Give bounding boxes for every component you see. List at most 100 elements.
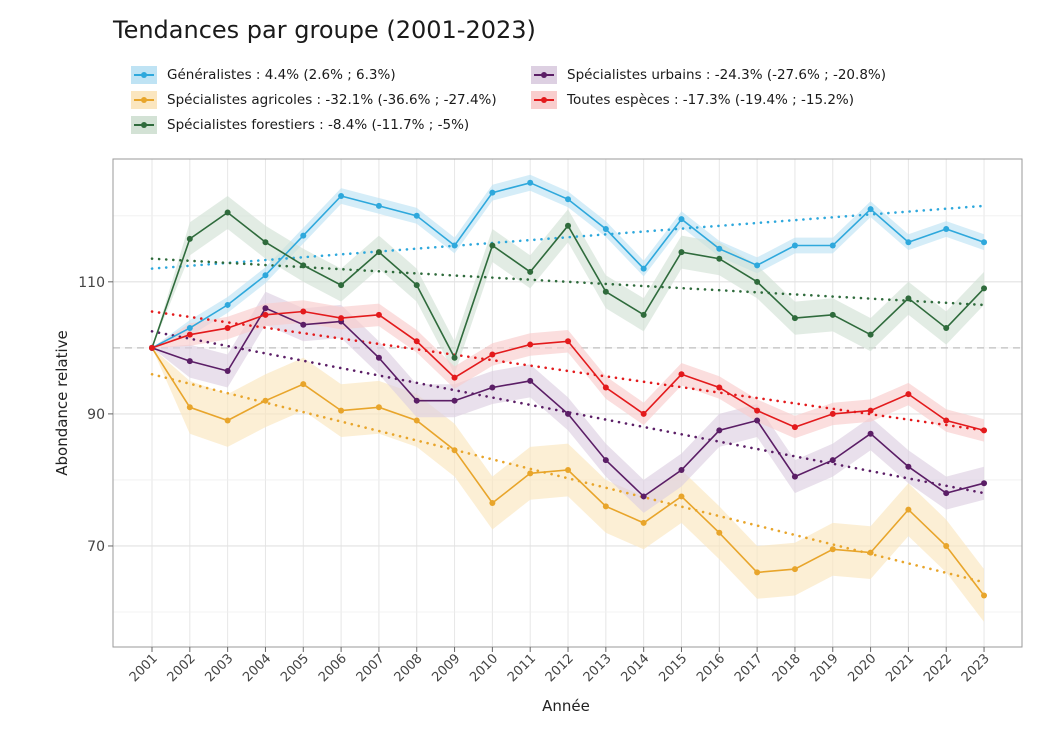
- legend-label-generalistes: Généralistes : 4.4% (2.6% ; 6.3%): [167, 67, 396, 83]
- data-point: [678, 249, 685, 256]
- data-point: [905, 463, 912, 470]
- data-point: [867, 206, 874, 213]
- data-point: [981, 480, 988, 487]
- confidence-band-3: [152, 291, 984, 513]
- data-point: [678, 467, 685, 474]
- data-point: [791, 242, 798, 249]
- data-point: [943, 490, 950, 497]
- data-point: [602, 503, 609, 510]
- x-tick-label: 2004: [240, 651, 274, 685]
- data-point: [413, 338, 420, 345]
- data-point: [527, 377, 534, 384]
- legend-item-generalistes: Généralistes : 4.4% (2.6% ; 6.3%): [131, 64, 396, 86]
- x-tick-label: 2005: [278, 651, 312, 685]
- data-point: [943, 417, 950, 424]
- y-axis-title: Abondance relative: [53, 330, 71, 476]
- data-point: [375, 354, 382, 361]
- data-point: [413, 397, 420, 404]
- data-point: [565, 467, 572, 474]
- data-point: [338, 192, 345, 199]
- data-point: [754, 569, 761, 576]
- data-point: [413, 282, 420, 289]
- data-point: [867, 331, 874, 338]
- data-point: [791, 473, 798, 480]
- data-point: [829, 311, 836, 318]
- data-point: [527, 470, 534, 477]
- data-point: [186, 331, 193, 338]
- data-point: [565, 222, 572, 229]
- data-point: [640, 493, 647, 500]
- data-point: [905, 295, 912, 302]
- data-point: [489, 242, 496, 249]
- data-point: [224, 209, 231, 216]
- data-point: [791, 566, 798, 573]
- data-point: [338, 315, 345, 322]
- data-point: [300, 232, 307, 239]
- data-point: [224, 367, 231, 374]
- data-point: [300, 321, 307, 328]
- data-point: [905, 391, 912, 398]
- data-point: [489, 189, 496, 196]
- x-tick-label: 2007: [354, 651, 388, 685]
- data-point: [754, 407, 761, 414]
- x-tick-label: 2013: [581, 651, 615, 685]
- legend-key-generalistes: [131, 66, 157, 84]
- data-point: [413, 417, 420, 424]
- data-point: [867, 407, 874, 414]
- data-point: [981, 592, 988, 599]
- data-point: [678, 216, 685, 223]
- data-point: [300, 381, 307, 388]
- data-point: [262, 239, 269, 246]
- plot-border: [112, 158, 1023, 648]
- data-point: [489, 500, 496, 507]
- series-points: [149, 179, 988, 599]
- x-tick-label: 2012: [543, 651, 577, 685]
- data-point: [716, 255, 723, 262]
- data-point: [565, 410, 572, 417]
- legend-label-toutes-especes: Toutes espèces : -17.3% (-19.4% ; -15.2%…: [567, 92, 855, 108]
- x-tick-label: 2015: [656, 651, 690, 685]
- data-point: [186, 358, 193, 365]
- legend-label-forestiers: Spécialistes forestiers : -8.4% (-11.7% …: [167, 117, 470, 133]
- data-point: [262, 397, 269, 404]
- data-point: [640, 410, 647, 417]
- data-point: [375, 404, 382, 411]
- data-point: [224, 301, 231, 308]
- trend-lines: [150, 204, 986, 584]
- confidence-band-1: [152, 347, 984, 622]
- data-point: [829, 410, 836, 417]
- data-point: [981, 427, 988, 434]
- data-point: [943, 542, 950, 549]
- data-point: [262, 305, 269, 312]
- data-point: [451, 447, 458, 454]
- x-axis-title: Année: [542, 697, 590, 715]
- data-point: [640, 519, 647, 526]
- data-point: [791, 315, 798, 322]
- legend-key-toutes-especes: [531, 91, 557, 109]
- data-point: [451, 397, 458, 404]
- x-tick-label: 2022: [921, 651, 955, 685]
- data-point: [527, 268, 534, 275]
- x-tick-label: 2008: [392, 651, 426, 685]
- data-point: [867, 549, 874, 556]
- data-point: [224, 325, 231, 332]
- data-point: [565, 338, 572, 345]
- trend-line-1: [150, 372, 986, 584]
- data-point: [565, 196, 572, 203]
- data-point: [829, 242, 836, 249]
- x-tick-label: 2021: [883, 651, 917, 685]
- confidence-band-2: [152, 196, 984, 375]
- data-point: [602, 384, 609, 391]
- x-tick-label: 2019: [808, 651, 842, 685]
- data-point: [149, 344, 155, 351]
- legend-key-urbains: [531, 66, 557, 84]
- legend-item-urbains: Spécialistes urbains : -24.3% (-27.6% ; …: [531, 64, 886, 86]
- legend-item-agricoles: Spécialistes agricoles : -32.1% (-36.6% …: [131, 89, 497, 111]
- data-point: [829, 546, 836, 553]
- data-point: [678, 371, 685, 378]
- data-point: [224, 417, 231, 424]
- trend-line-4: [150, 310, 986, 432]
- data-point: [640, 265, 647, 272]
- data-point: [186, 235, 193, 242]
- data-point: [981, 239, 988, 246]
